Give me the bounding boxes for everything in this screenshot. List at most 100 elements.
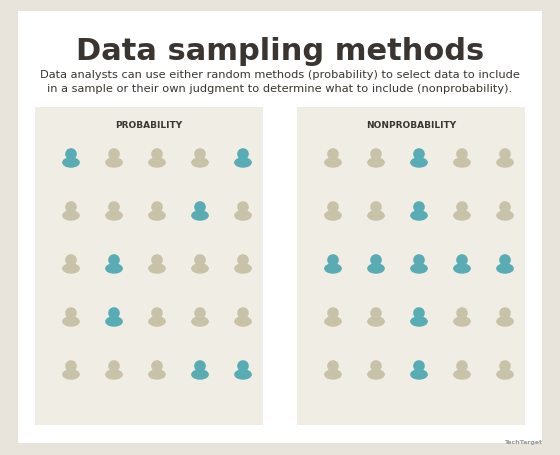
Ellipse shape xyxy=(148,263,166,274)
FancyBboxPatch shape xyxy=(241,212,245,217)
Ellipse shape xyxy=(105,158,123,168)
FancyBboxPatch shape xyxy=(331,318,335,323)
Circle shape xyxy=(108,360,120,372)
FancyBboxPatch shape xyxy=(331,371,335,375)
FancyBboxPatch shape xyxy=(112,371,116,375)
FancyBboxPatch shape xyxy=(460,318,464,323)
FancyBboxPatch shape xyxy=(198,265,202,270)
Circle shape xyxy=(194,255,206,266)
Ellipse shape xyxy=(410,369,428,380)
Ellipse shape xyxy=(234,369,252,380)
FancyBboxPatch shape xyxy=(297,108,525,425)
Ellipse shape xyxy=(148,369,166,380)
FancyBboxPatch shape xyxy=(417,318,421,323)
Ellipse shape xyxy=(324,211,342,221)
Circle shape xyxy=(151,149,163,161)
FancyBboxPatch shape xyxy=(69,159,73,164)
Text: Data analysts can use either random methods (probability) to select data to incl: Data analysts can use either random meth… xyxy=(40,70,520,94)
Ellipse shape xyxy=(148,158,166,168)
Ellipse shape xyxy=(324,317,342,327)
Ellipse shape xyxy=(105,369,123,380)
Circle shape xyxy=(456,255,468,266)
FancyBboxPatch shape xyxy=(112,265,116,270)
Circle shape xyxy=(237,308,249,319)
FancyBboxPatch shape xyxy=(35,108,263,425)
FancyBboxPatch shape xyxy=(155,212,159,217)
Ellipse shape xyxy=(367,369,385,380)
Circle shape xyxy=(413,149,425,161)
Ellipse shape xyxy=(453,317,471,327)
FancyBboxPatch shape xyxy=(69,265,73,270)
Circle shape xyxy=(327,202,339,213)
Ellipse shape xyxy=(62,369,80,380)
Circle shape xyxy=(65,308,77,319)
FancyBboxPatch shape xyxy=(241,371,245,375)
FancyBboxPatch shape xyxy=(374,212,378,217)
Ellipse shape xyxy=(367,317,385,327)
Circle shape xyxy=(370,308,382,319)
Circle shape xyxy=(327,308,339,319)
FancyBboxPatch shape xyxy=(460,265,464,270)
Ellipse shape xyxy=(105,317,123,327)
FancyBboxPatch shape xyxy=(331,265,335,270)
FancyBboxPatch shape xyxy=(112,212,116,217)
Ellipse shape xyxy=(148,211,166,221)
Circle shape xyxy=(370,360,382,372)
Circle shape xyxy=(370,255,382,266)
FancyBboxPatch shape xyxy=(155,159,159,164)
Ellipse shape xyxy=(105,263,123,274)
Circle shape xyxy=(194,202,206,213)
Ellipse shape xyxy=(367,263,385,274)
Circle shape xyxy=(499,360,511,372)
FancyBboxPatch shape xyxy=(503,371,507,375)
FancyBboxPatch shape xyxy=(69,371,73,375)
Ellipse shape xyxy=(410,317,428,327)
Ellipse shape xyxy=(410,211,428,221)
Ellipse shape xyxy=(62,317,80,327)
FancyBboxPatch shape xyxy=(112,318,116,323)
Circle shape xyxy=(194,149,206,161)
Ellipse shape xyxy=(410,263,428,274)
Circle shape xyxy=(237,360,249,372)
Ellipse shape xyxy=(324,158,342,168)
Ellipse shape xyxy=(496,263,514,274)
Ellipse shape xyxy=(62,263,80,274)
Ellipse shape xyxy=(324,369,342,380)
Circle shape xyxy=(327,360,339,372)
Circle shape xyxy=(413,360,425,372)
FancyBboxPatch shape xyxy=(460,159,464,164)
Circle shape xyxy=(151,308,163,319)
Text: Data sampling methods: Data sampling methods xyxy=(76,37,484,66)
Circle shape xyxy=(499,308,511,319)
Circle shape xyxy=(413,202,425,213)
FancyBboxPatch shape xyxy=(241,318,245,323)
Circle shape xyxy=(499,202,511,213)
Ellipse shape xyxy=(410,158,428,168)
FancyBboxPatch shape xyxy=(155,265,159,270)
FancyBboxPatch shape xyxy=(198,212,202,217)
Circle shape xyxy=(413,308,425,319)
FancyBboxPatch shape xyxy=(18,12,542,443)
Ellipse shape xyxy=(453,263,471,274)
FancyBboxPatch shape xyxy=(69,318,73,323)
Circle shape xyxy=(370,202,382,213)
Circle shape xyxy=(65,360,77,372)
FancyBboxPatch shape xyxy=(374,318,378,323)
Ellipse shape xyxy=(191,369,209,380)
FancyBboxPatch shape xyxy=(198,159,202,164)
FancyBboxPatch shape xyxy=(241,159,245,164)
Ellipse shape xyxy=(324,263,342,274)
Text: TechTarget: TechTarget xyxy=(504,440,542,445)
Ellipse shape xyxy=(453,158,471,168)
FancyBboxPatch shape xyxy=(331,159,335,164)
Circle shape xyxy=(237,255,249,266)
Circle shape xyxy=(108,308,120,319)
Ellipse shape xyxy=(367,158,385,168)
Text: PROBABILITY: PROBABILITY xyxy=(115,121,183,130)
FancyBboxPatch shape xyxy=(155,318,159,323)
Ellipse shape xyxy=(105,211,123,221)
FancyBboxPatch shape xyxy=(417,371,421,375)
FancyBboxPatch shape xyxy=(374,159,378,164)
FancyBboxPatch shape xyxy=(374,371,378,375)
FancyBboxPatch shape xyxy=(503,159,507,164)
